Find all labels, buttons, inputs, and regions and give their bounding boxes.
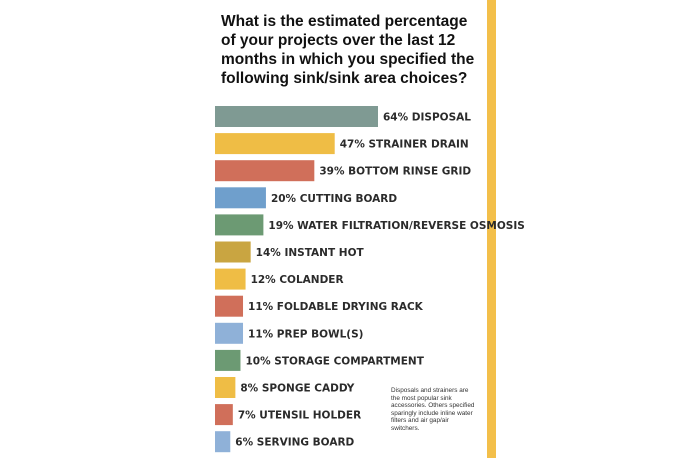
bar-storage-compartment — [215, 349, 241, 371]
bar-label-instant-hot: 14% INSTANT HOT — [256, 247, 365, 259]
bar-label-sponge-caddy: 8% SPONGE CADDY — [240, 383, 354, 395]
bar-label-foldable-drying-rack: 11% FOLDABLE DRYING RACK — [248, 301, 424, 313]
bar-label-cutting-board: 20% CUTTING BOARD — [271, 193, 397, 205]
bar-label-disposal: 64% DISPOSAL — [383, 112, 471, 124]
bar-label-strainer-drain: 47% STRAINER DRAIN — [340, 139, 469, 151]
bar-bottom-rinse-grid — [215, 160, 315, 182]
bar-utensil-holder — [215, 404, 233, 426]
bar-colander — [215, 268, 246, 290]
bar-sponge-caddy — [215, 377, 236, 398]
accent-strip — [487, 0, 496, 458]
bar-label-bottom-rinse-grid: 39% BOTTOM RINSE GRID — [319, 166, 471, 178]
bar-label-serving-board: 6% SERVING BOARD — [235, 437, 354, 449]
bar-label-prep-bowl-s: 11% PREP BOWL(S) — [248, 328, 363, 340]
bar-label-storage-compartment: 10% STORAGE COMPARTMENT — [245, 355, 424, 367]
bar-strainer-drain — [215, 133, 335, 155]
bar-disposal — [215, 106, 378, 127]
bar-prep-bowl-s — [215, 322, 244, 344]
bar-instant-hot — [215, 241, 251, 263]
chart-note: Disposals and strainers are the most pop… — [391, 387, 475, 432]
bar-serving-board — [215, 431, 231, 453]
bar-foldable-drying-rack — [215, 295, 244, 317]
bar-label-water-filtration-reverse-osmosis: 19% WATER FILTRATION/REVERSE OSMOSIS — [268, 220, 524, 232]
bar-label-colander: 12% COLANDER — [251, 274, 344, 286]
bar-cutting-board — [215, 187, 266, 209]
chart-title: What is the estimated percentage of your… — [221, 13, 475, 87]
bar-water-filtration-reverse-osmosis — [215, 214, 264, 236]
bar-label-utensil-holder: 7% UTENSIL HOLDER — [238, 410, 361, 422]
